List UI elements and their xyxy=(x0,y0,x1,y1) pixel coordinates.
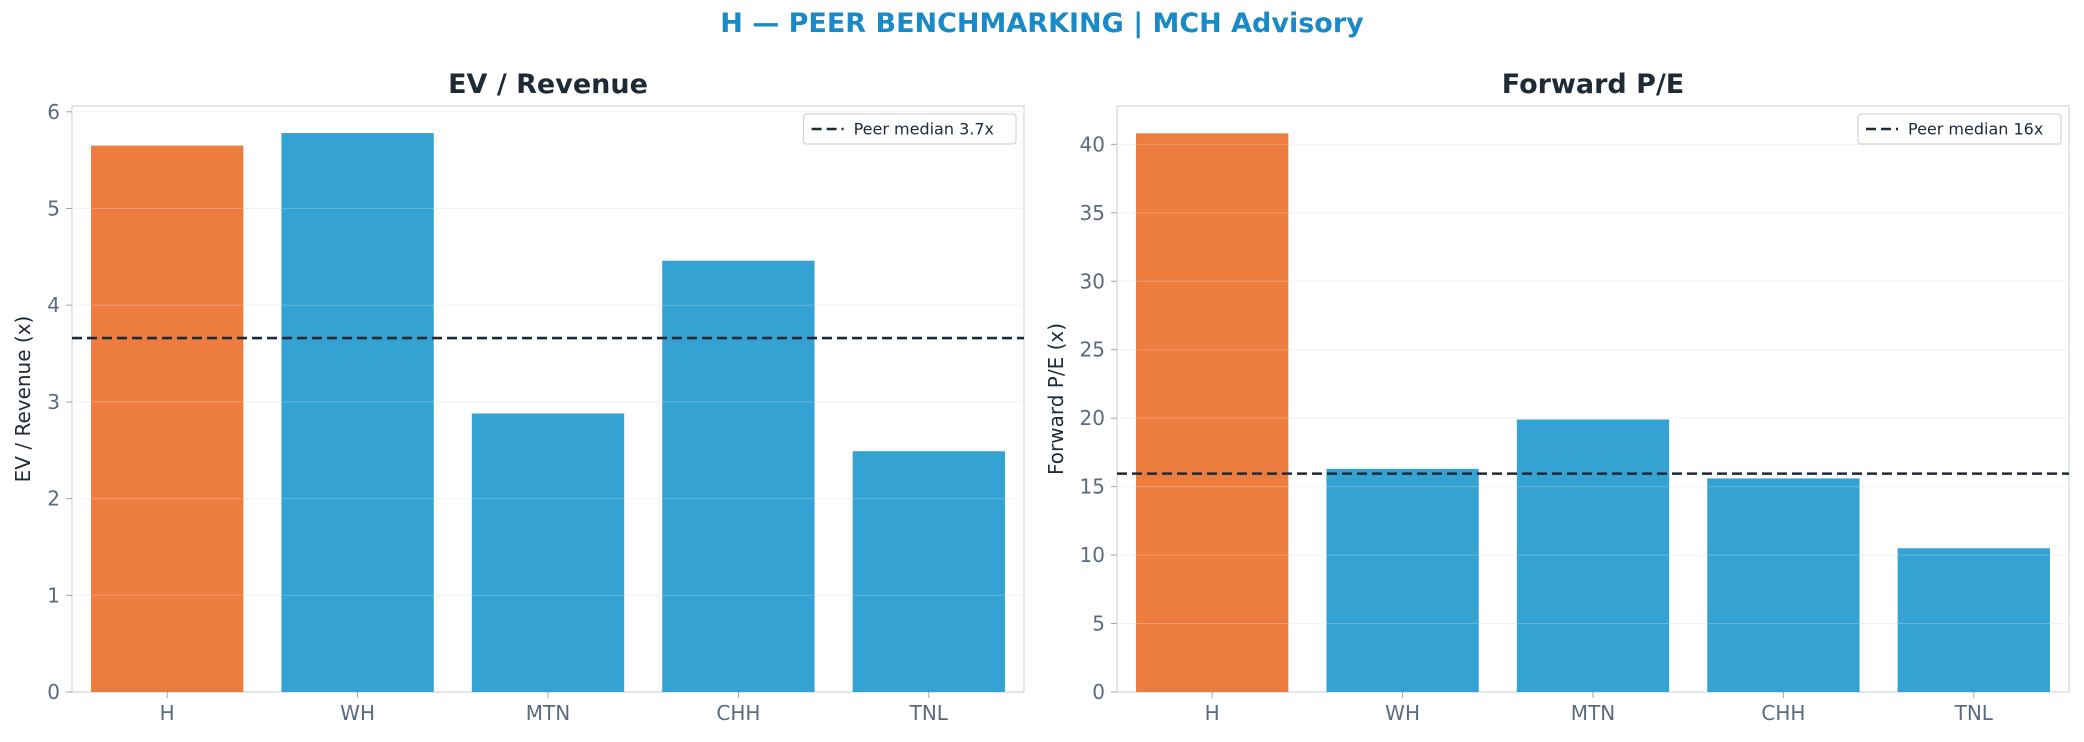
bar-tnl xyxy=(852,451,1005,692)
legend-label: Peer median 3.7x xyxy=(854,120,994,139)
y-tick-label: 2 xyxy=(47,487,60,511)
y-axis-label-2: Forward P/E (x) xyxy=(1044,323,1068,475)
bar-mtn xyxy=(1516,419,1670,692)
x-tick-label: TNL xyxy=(909,701,949,725)
bar-tnl xyxy=(1897,548,2050,692)
y-axis-label-1: EV / Revenue (x) xyxy=(11,316,35,483)
bar-wh xyxy=(281,133,434,692)
bar-wh xyxy=(1326,468,1479,692)
bar-chh xyxy=(662,260,815,692)
bar-h xyxy=(1136,133,1289,692)
x-tick-label: MTN xyxy=(1571,701,1615,725)
x-tick-label: H xyxy=(160,701,175,725)
x-tick-label: WH xyxy=(1385,701,1420,725)
y-tick-label: 0 xyxy=(1092,680,1105,704)
chart-title-2: Forward P/E xyxy=(1502,69,1685,100)
figure-title: H — PEER BENCHMARKING | MCH Advisory xyxy=(720,8,1364,39)
y-tick-label: 5 xyxy=(47,197,60,221)
x-tick-label: H xyxy=(1205,701,1220,725)
y-tick-label: 15 xyxy=(1080,475,1105,499)
y-tick-label: 5 xyxy=(1092,612,1105,636)
bar-chh xyxy=(1707,478,1860,692)
x-tick-label: CHH xyxy=(716,701,760,725)
y-tick-label: 25 xyxy=(1080,338,1105,362)
x-tick-label: WH xyxy=(340,701,375,725)
x-tick-label: TNL xyxy=(1954,701,1994,725)
y-tick-label: 20 xyxy=(1080,406,1105,430)
legend-label: Peer median 16x xyxy=(1908,120,2043,139)
y-tick-label: 6 xyxy=(47,100,60,124)
y-tick-label: 30 xyxy=(1080,269,1105,293)
y-tick-label: 4 xyxy=(47,293,60,317)
x-tick-label: MTN xyxy=(526,701,570,725)
y-tick-label: 0 xyxy=(47,680,60,704)
chart-title-1: EV / Revenue xyxy=(448,69,648,100)
y-tick-label: 35 xyxy=(1080,201,1105,225)
y-tick-label: 10 xyxy=(1080,543,1105,567)
y-tick-label: 3 xyxy=(47,390,60,414)
bar-mtn xyxy=(471,413,625,692)
x-tick-label: CHH xyxy=(1761,701,1805,725)
legend-box xyxy=(1857,113,2062,145)
bar-h xyxy=(91,145,244,693)
legend-box xyxy=(803,113,1017,145)
y-tick-label: 40 xyxy=(1080,132,1105,156)
y-tick-label: 1 xyxy=(47,583,60,607)
